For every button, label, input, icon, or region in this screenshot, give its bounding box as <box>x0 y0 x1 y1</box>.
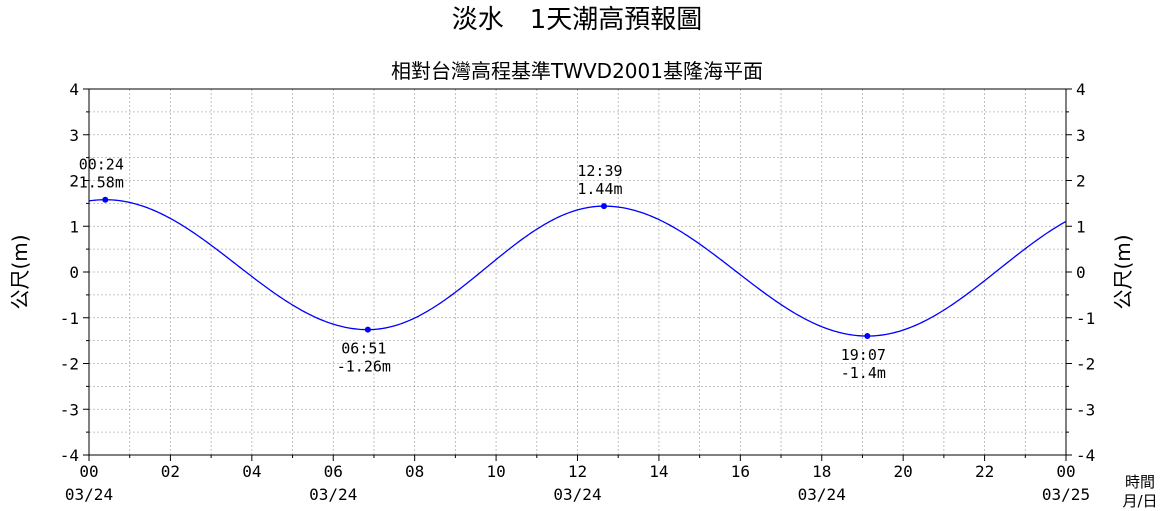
x-tick-date-label: 03/25 <box>1042 485 1090 504</box>
y-tick-label-right: -1 <box>1076 309 1095 328</box>
chart-subtitle: 相對台灣高程基準TWVD2001基隆海平面 <box>391 59 763 83</box>
chart-title: 淡水 1天潮高預報圖 <box>452 5 703 35</box>
y-tick-label-right: -3 <box>1076 400 1095 419</box>
y-tick-label-right: 3 <box>1076 126 1086 145</box>
extreme-point <box>364 326 371 333</box>
y-tick-label-right: 2 <box>1076 172 1086 191</box>
y-tick-label-right: 1 <box>1076 217 1086 236</box>
y-tick-label-left: -1 <box>60 309 79 328</box>
y-tick-label-left: -2 <box>60 355 79 374</box>
extreme-time-label: 12:39 <box>577 162 622 180</box>
x-tick-label: 06 <box>324 462 343 481</box>
x-tick-label: 20 <box>894 462 913 481</box>
x-tick-label: 14 <box>649 462 668 481</box>
x-tick-label: 04 <box>242 462 261 481</box>
x-tick-date-label: 03/24 <box>309 485 357 504</box>
y-tick-label-right: -2 <box>1076 355 1095 374</box>
extreme-value-label: 1.58m <box>79 174 124 192</box>
y-axis-label-left: 公尺(m) <box>8 234 32 309</box>
x-tick-label: 22 <box>975 462 994 481</box>
tide-curve-layer <box>88 199 1067 337</box>
x-tick-label: 02 <box>161 462 180 481</box>
x-tick-label: 08 <box>405 462 424 481</box>
extreme-value-label: -1.26m <box>337 358 391 376</box>
x-tick-label: 18 <box>812 462 831 481</box>
extreme-value-label: -1.4m <box>841 364 886 382</box>
y-axis-label-right: 公尺(m) <box>1111 234 1135 309</box>
x-tick-label: 00 <box>79 462 98 481</box>
x-tick-label: 16 <box>731 462 750 481</box>
extreme-point <box>600 203 607 210</box>
x-tick-date-label: 03/24 <box>553 485 601 504</box>
x-axis-unit-date: 月/日 <box>1122 492 1157 510</box>
extreme-time-label: 00:24 <box>79 156 124 174</box>
x-tick-label: 10 <box>486 462 505 481</box>
extreme-annotations: 00:241.58m 06:51-1.26m 12:391.44m 19:07-1.4… <box>79 156 886 382</box>
extreme-time-label: 19:07 <box>841 346 886 364</box>
y-tick-label-right: -4 <box>1076 446 1095 465</box>
extreme-value-label: 1.44m <box>577 180 622 198</box>
x-axis-unit-time: 時間 <box>1125 473 1155 491</box>
tide-curve <box>88 199 1067 337</box>
y-tick-label-left: 0 <box>69 263 79 282</box>
y-tick-label-left: -3 <box>60 400 79 419</box>
y-tick-label-left: 4 <box>69 80 79 99</box>
y-tick-label-left: -4 <box>60 446 79 465</box>
x-tick-label: 12 <box>568 462 587 481</box>
y-tick-label-right: 4 <box>1076 80 1086 99</box>
extreme-point <box>864 333 871 340</box>
x-tick-date-label: 03/24 <box>65 485 113 504</box>
y-tick-label-left: 3 <box>69 126 79 145</box>
grid-lines <box>89 89 1066 455</box>
y-tick-label-right: 0 <box>1076 263 1086 282</box>
y-tick-label-left: 2 <box>69 172 79 191</box>
extreme-point <box>102 196 109 203</box>
extreme-time-label: 06:51 <box>341 340 386 358</box>
x-tick-label: 00 <box>1056 462 1075 481</box>
y-tick-label-left: 1 <box>69 217 79 236</box>
x-tick-date-label: 03/24 <box>798 485 846 504</box>
